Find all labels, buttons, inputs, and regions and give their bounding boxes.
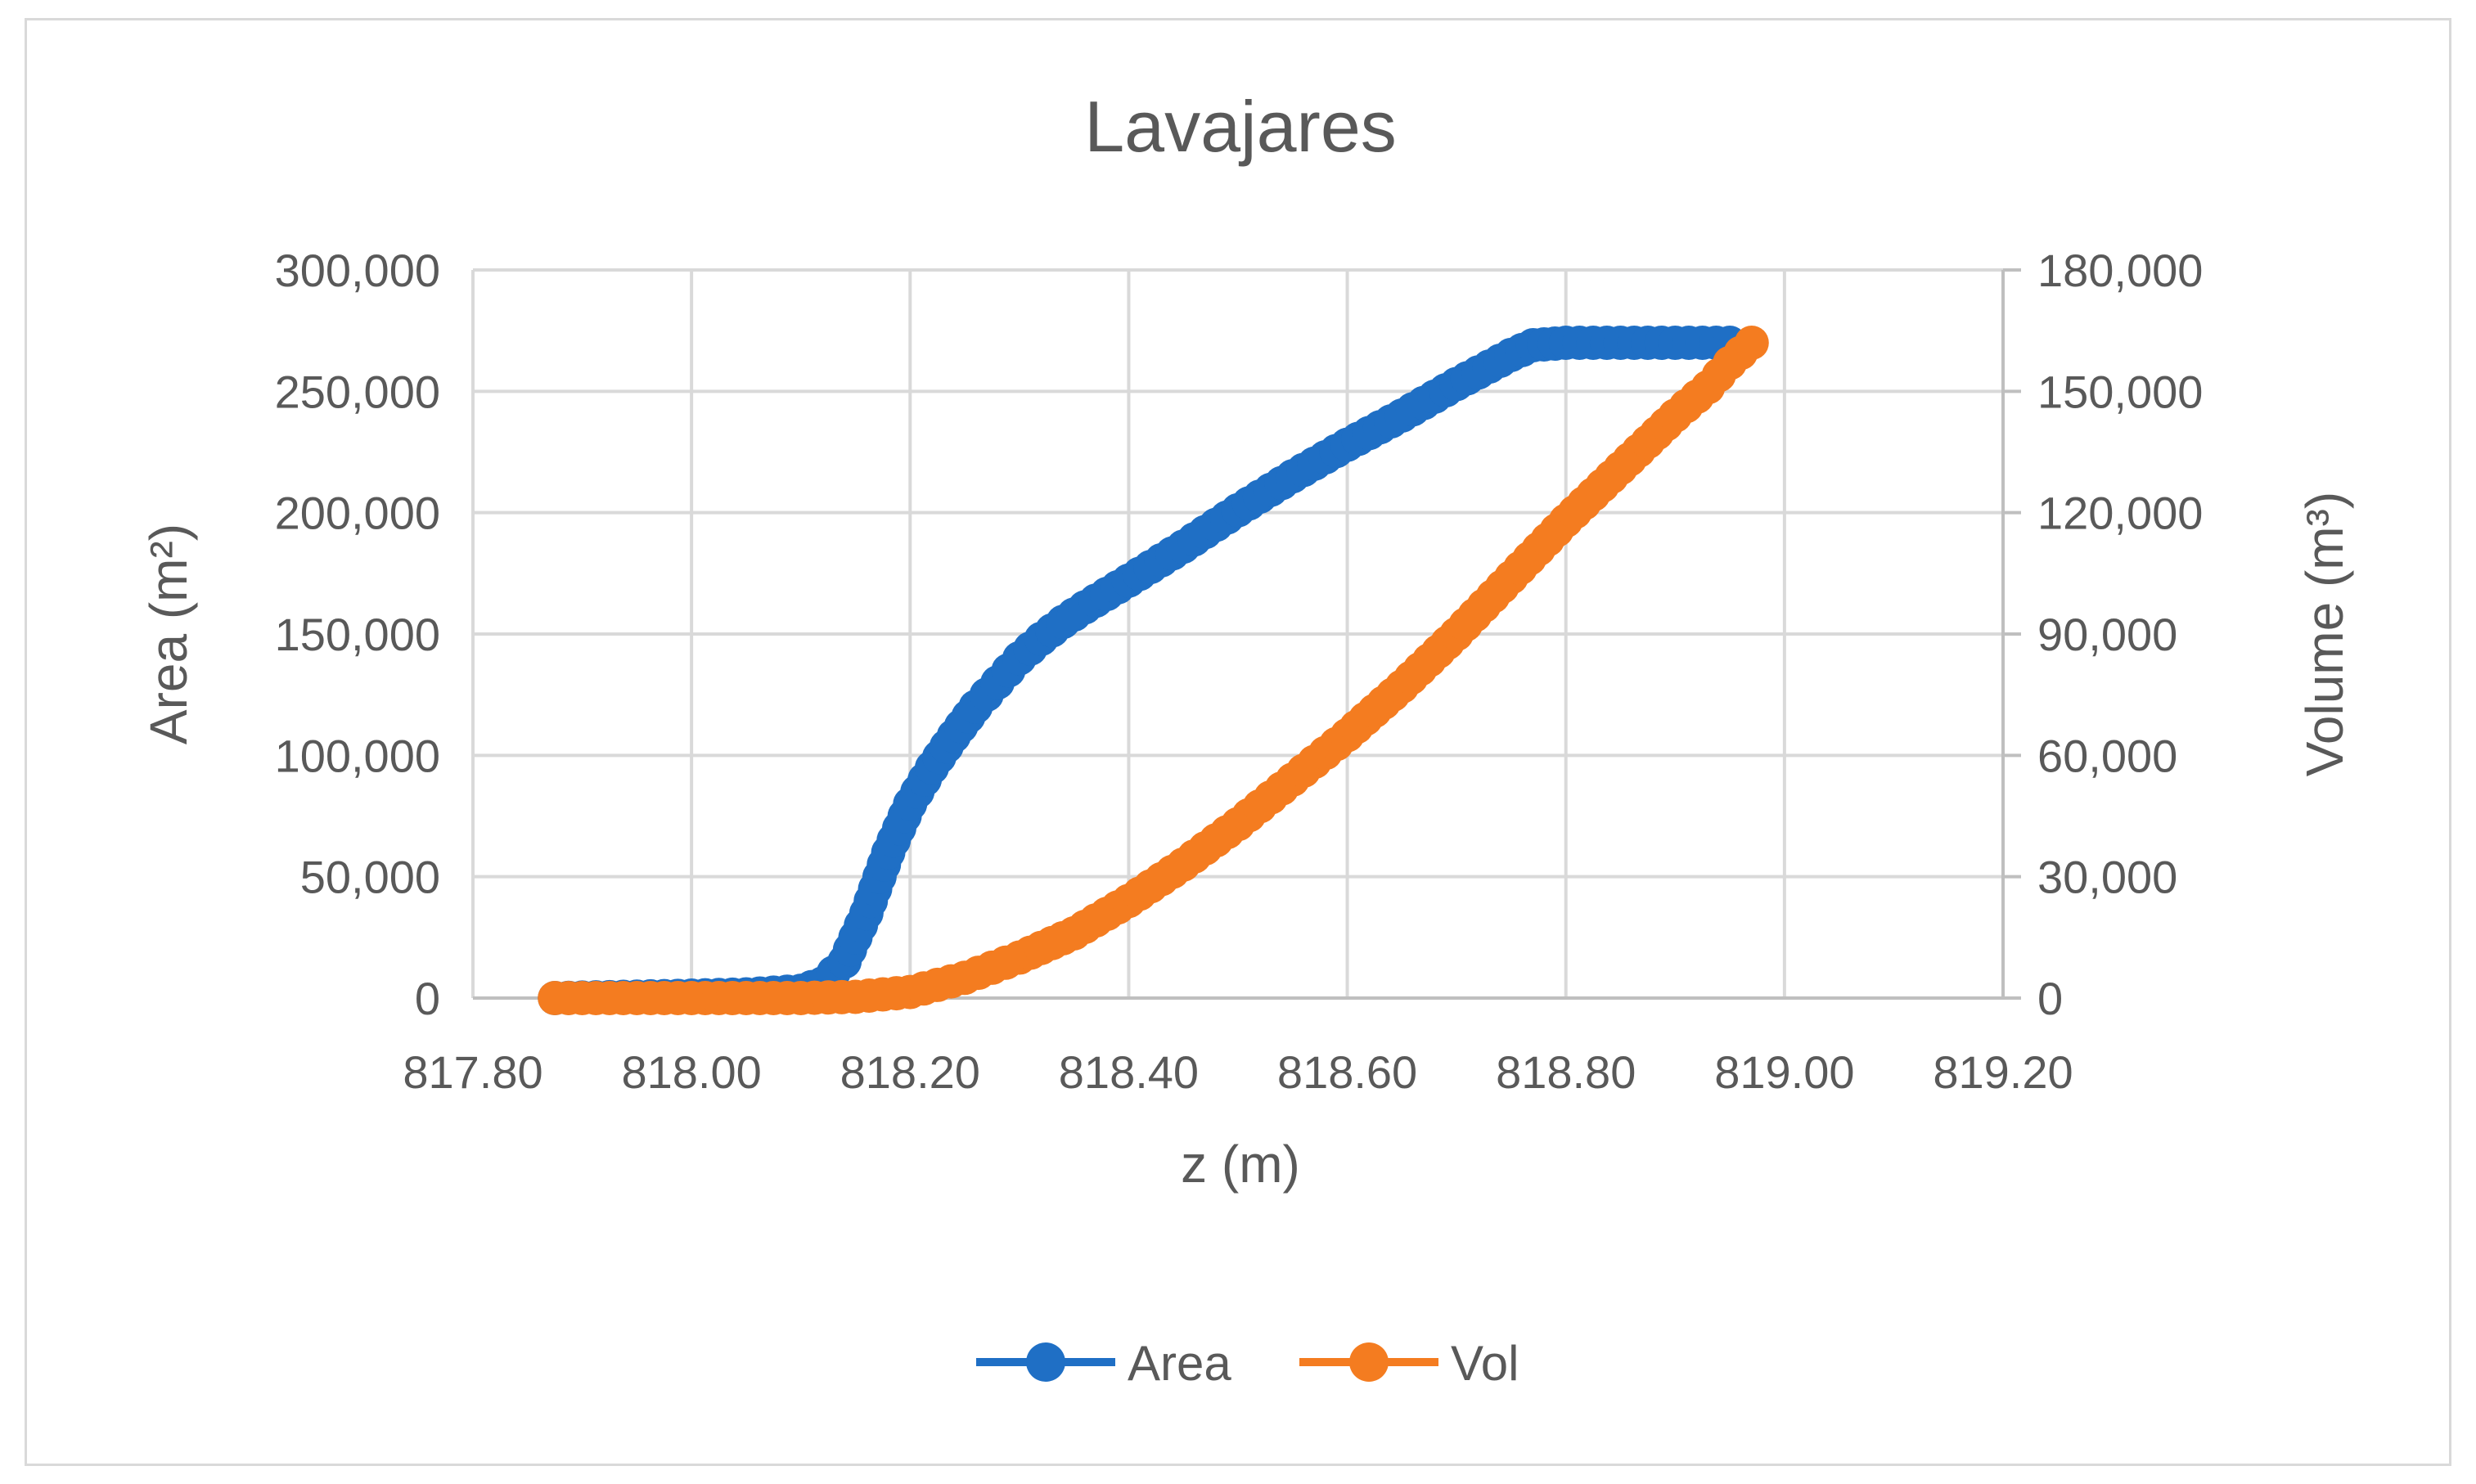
x-tick-label: 818.60 [1277,1046,1417,1098]
legend-item-area: Area [976,1336,1231,1391]
legend-swatch-marker [1026,1342,1065,1382]
y-tick-label: 100,000 [275,730,440,781]
legend-label: Area [1128,1336,1231,1391]
y2-axis-label: Volume (m³) [2295,492,2354,777]
data-point [1734,326,1769,360]
chart-title: Lavajares [1084,86,1397,167]
y2-tick-label: 0 [2037,973,2063,1024]
series-layer [538,326,1769,1015]
x-tick-label: 818.20 [840,1046,980,1098]
legend-swatch-marker [1349,1342,1389,1382]
y-axis-label: Area (m²) [139,524,198,744]
grid-layer [471,268,2003,998]
x-axis-label: z (m) [1181,1135,1300,1194]
chart-frame: Lavajares 0 50,000 100,000 150,000 200,000 25… [25,18,2451,1466]
y2-tick-label: 150,000 [2037,366,2203,417]
y2-tick-label: 180,000 [2037,245,2203,296]
x-tick-label: 819.00 [1714,1046,1854,1098]
y-tick-label: 250,000 [275,366,440,417]
y2-tick-label: 90,000 [2037,609,2177,660]
legend-item-vol: Vol [1299,1336,1519,1391]
series-area [538,326,1748,1015]
legend-layer: Area Vol [976,1336,1519,1391]
y2-tick-label: 30,000 [2037,852,2177,903]
y-tick-label: 50,000 [300,852,440,903]
x-tick-label: 817.80 [403,1046,542,1098]
series-vol [538,326,1769,1015]
y2-tick-label: 120,000 [2037,488,2203,539]
x-tick-label: 818.40 [1059,1046,1199,1098]
y2-tick-label: 60,000 [2037,730,2177,781]
y-tick-label: 300,000 [275,245,440,296]
y-tick-label: 0 [415,973,440,1024]
y-tick-label: 150,000 [275,609,440,660]
legend-label: Vol [1451,1336,1519,1391]
x-tick-label: 818.00 [622,1046,762,1098]
y-axis-label-group: Area (m²) Volume (m³) [139,492,2354,777]
chart-svg: Lavajares 0 50,000 100,000 150,000 200,000 25… [139,86,2354,1391]
axes-layer: 0 50,000 100,000 150,000 200,000 250,000 300,0… [275,245,2204,1098]
x-tick-label: 819.20 [1933,1046,2073,1098]
y-tick-label: 200,000 [275,488,440,539]
x-tick-label: 818.80 [1496,1046,1636,1098]
